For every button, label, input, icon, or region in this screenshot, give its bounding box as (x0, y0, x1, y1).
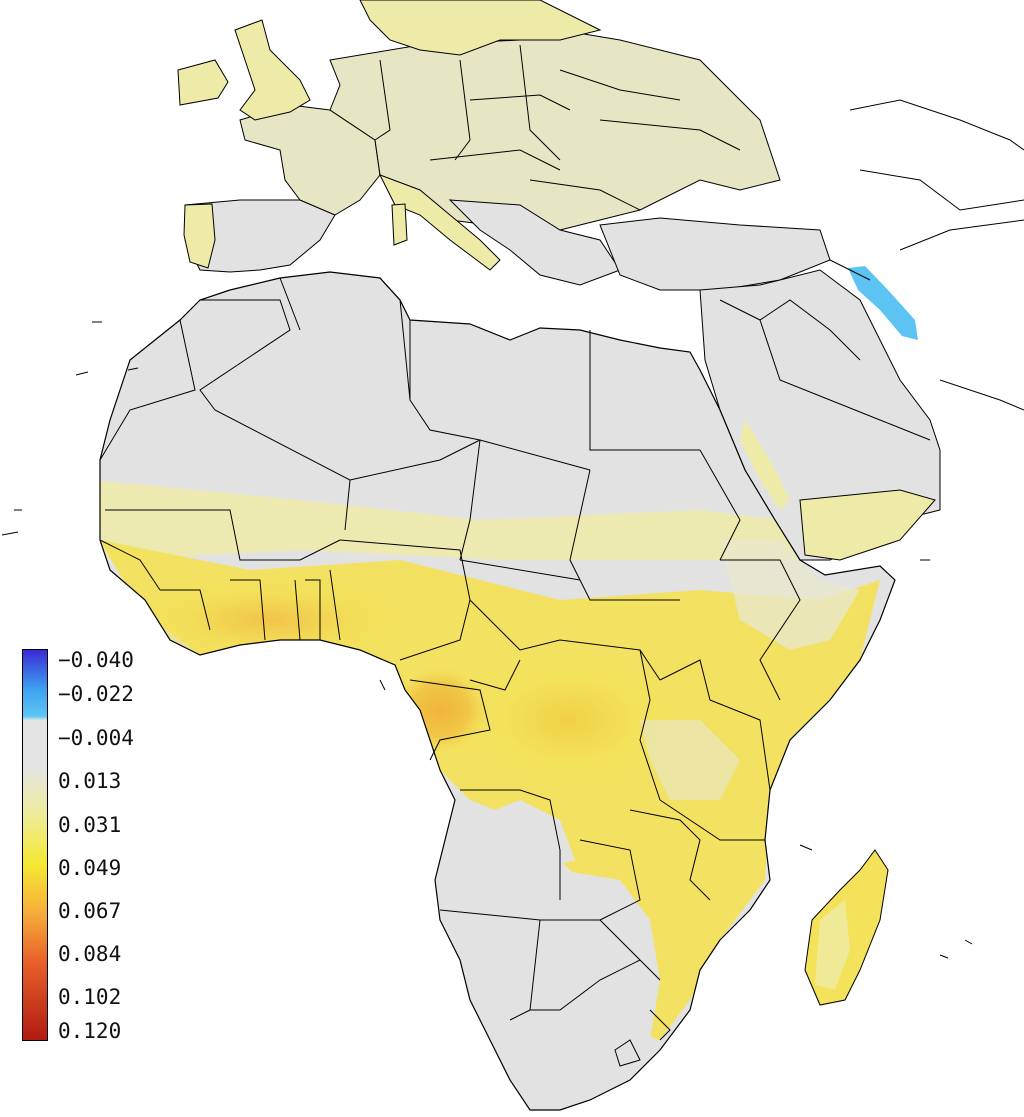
yemen-land (799, 489, 936, 561)
great-britain-land (234, 19, 311, 121)
angola-neutral (470, 800, 575, 870)
iran-negative-area (848, 266, 918, 340)
france-land (239, 104, 381, 216)
europe-region (177, 0, 831, 291)
europe-borders (374, 44, 741, 211)
west-africa-hotspot (120, 575, 420, 665)
italy-land (378, 174, 501, 271)
legend-label-4: 0.013 (58, 769, 122, 793)
legend-label-10: 0.120 (58, 1019, 122, 1043)
legend-label-6: 0.049 (58, 856, 122, 880)
gabon-hotspot (390, 665, 490, 755)
horn-neutral (720, 540, 860, 650)
madagascar-west-shade (815, 900, 850, 990)
legend-label-8: 0.084 (58, 942, 122, 966)
africa-borders (99, 277, 801, 1067)
ireland-land (177, 59, 229, 106)
small-islands (1, 321, 973, 959)
legend-label-5: 0.031 (58, 813, 122, 837)
red-sea-coast-shade (740, 420, 790, 510)
balkans-land (448, 199, 621, 286)
scandinavia-land (359, 0, 602, 56)
legend-label-3: −0.004 (58, 726, 134, 750)
legend-label-7: 0.067 (58, 899, 122, 923)
middle-east-borders (719, 99, 1024, 441)
sardinia-land (391, 203, 408, 246)
congo-basin-hotspot (460, 650, 680, 790)
turkey-land (599, 217, 831, 291)
africa-region (99, 271, 896, 1111)
legend-label-2: −0.022 (58, 682, 134, 706)
legend-label-9: 0.102 (58, 985, 122, 1009)
legend-label-1: −0.040 (58, 648, 134, 672)
sahel-light-band (100, 480, 820, 560)
colorbar-gradient (23, 650, 47, 1040)
central-europe-land (329, 29, 781, 241)
colorbar (22, 649, 48, 1041)
tanzania-neutral (640, 720, 740, 800)
portugal-land (183, 203, 216, 269)
